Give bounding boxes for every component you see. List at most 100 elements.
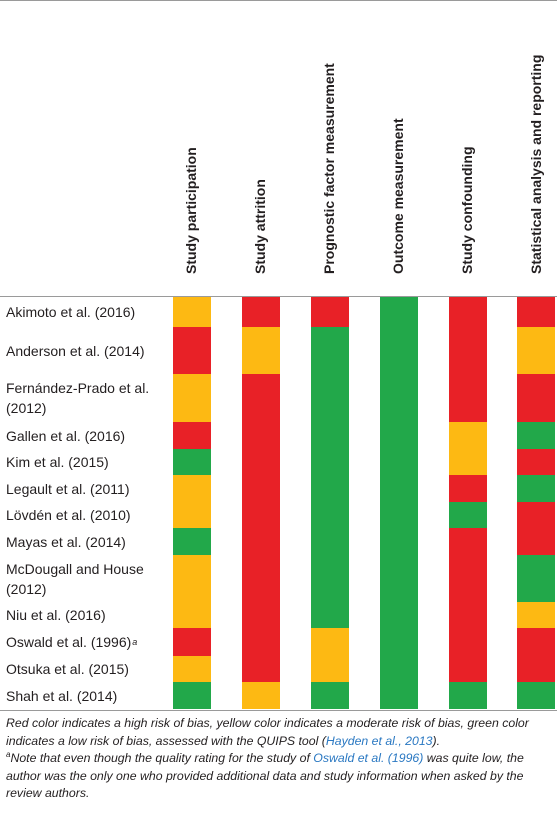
rating-cell-high (242, 422, 280, 449)
study-name-text: Niu et al. (2016) (6, 607, 106, 623)
rating-cell-low (517, 682, 555, 709)
rating-cell-low (449, 502, 487, 528)
rating-cell-high (242, 528, 280, 555)
study-name: Akimoto et al. (2016) (6, 297, 166, 327)
rating-cell-moderate (173, 555, 211, 602)
rating-cell-high (242, 475, 280, 502)
study-name-text: Shah et al. (2014) (6, 687, 118, 704)
rating-cell-low (311, 422, 349, 449)
rating-cell-moderate (242, 327, 280, 374)
citation-link[interactable]: Hayden et al., 2013 (325, 733, 433, 748)
caption-legend: Red color indicates a high risk of bias,… (6, 715, 554, 750)
rating-cell-moderate (173, 602, 211, 628)
study-name: Niu et al. (2016) (6, 602, 166, 628)
study-name: Lövdén et al. (2010) (6, 502, 166, 528)
study-name: Anderson et al. (2014) (6, 327, 166, 374)
column-header: Statistical analysis and reporting (521, 0, 551, 296)
rating-cell-high (449, 628, 487, 656)
rating-cell-high (449, 656, 487, 682)
rating-cell-low (311, 374, 349, 422)
rating-cell-low (311, 502, 349, 528)
study-name: McDougall and House (2012) (6, 555, 166, 602)
column-header: Outcome measurement (383, 0, 413, 296)
rating-cell-high (173, 422, 211, 449)
rating-cell-low (380, 422, 418, 449)
study-name-text: Lövdén et al. (2010) (6, 507, 131, 523)
study-name-text: Fernández-Prado et al. (2012) (6, 380, 150, 416)
rating-cell-high (449, 475, 487, 502)
rating-cell-low (311, 449, 349, 475)
table-top-rule (0, 0, 557, 1)
caption-footnote: aNote that even though the quality ratin… (6, 750, 554, 803)
rating-cell-high (517, 502, 555, 528)
study-name: Gallen et al. (2016) (6, 422, 166, 449)
rating-cell-low (173, 528, 211, 555)
column-header: Study participation (176, 0, 206, 296)
study-name-text: Anderson et al. (2014) (6, 342, 145, 359)
rating-cell-high (449, 528, 487, 555)
rating-cell-low (173, 449, 211, 475)
study-name-text: Akimoto et al. (2016) (6, 304, 136, 320)
rating-cell-low (380, 374, 418, 422)
rating-cell-moderate (311, 656, 349, 682)
column-header: Study attrition (245, 0, 275, 296)
rating-cell-low (380, 297, 418, 327)
rating-cell-low (380, 502, 418, 528)
column-header-label: Study attrition (252, 179, 268, 274)
column-header-label: Study confounding (459, 146, 475, 274)
rating-cell-moderate (173, 656, 211, 682)
rating-cell-high (449, 297, 487, 327)
column-header: Study confounding (452, 0, 482, 296)
rating-cell-low (380, 528, 418, 555)
rating-cell-low (380, 449, 418, 475)
rating-cell-high (311, 297, 349, 327)
study-name: Kim et al. (2015) (6, 449, 166, 475)
rating-cell-high (449, 555, 487, 602)
rating-cell-low (517, 422, 555, 449)
study-name: Legault et al. (2011) (6, 475, 166, 502)
rating-cell-low (173, 682, 211, 709)
rating-cell-moderate (173, 374, 211, 422)
study-name: Otsuka et al. (2015) (6, 656, 166, 682)
table-bottom-rule (0, 710, 557, 711)
rating-cell-low (380, 656, 418, 682)
rating-cell-high (517, 628, 555, 656)
study-name-text: Gallen et al. (2016) (6, 427, 126, 444)
rating-cell-high (517, 528, 555, 555)
rating-cell-high (242, 656, 280, 682)
rating-cell-moderate (173, 297, 211, 327)
caption-legend-text: Red color indicates a high risk of bias,… (6, 716, 529, 748)
rating-cell-moderate (173, 475, 211, 502)
footnote-text-end: was quite low, the author was the only o… (6, 751, 524, 800)
rating-cell-moderate (242, 682, 280, 709)
rating-cell-high (449, 374, 487, 422)
rating-cell-high (242, 374, 280, 422)
study-name-text: Mayas et al. (2014) (6, 533, 126, 550)
rating-cell-low (311, 602, 349, 628)
column-header: Prognostic factor measurement (314, 0, 344, 296)
rating-cell-low (449, 682, 487, 709)
rating-cell-high (173, 628, 211, 656)
study-name-text: McDougall and House (2012) (6, 560, 144, 597)
footnote-marker: a (6, 749, 11, 759)
rating-cell-high (242, 628, 280, 656)
rating-cell-high (449, 602, 487, 628)
study-name-text: Otsuka et al. (2015) (6, 661, 129, 677)
rating-cell-high (242, 555, 280, 602)
study-name-text: Legault et al. (2011) (6, 480, 130, 497)
rating-cell-moderate (517, 602, 555, 628)
rating-cell-low (380, 475, 418, 502)
rating-cell-low (517, 555, 555, 602)
rating-cell-high (517, 374, 555, 422)
footnote-text: Note that even though the quality rating… (10, 751, 314, 765)
rating-cell-low (380, 628, 418, 656)
rating-cell-low (311, 528, 349, 555)
rating-cell-low (380, 327, 418, 374)
caption-legend-end: ). (432, 733, 441, 748)
rating-cell-low (311, 682, 349, 709)
citation-link[interactable]: Oswald et al. (1996) (313, 751, 424, 765)
study-name: Mayas et al. (2014) (6, 528, 166, 555)
rating-cell-low (380, 682, 418, 709)
column-header-label: Study participation (183, 147, 199, 274)
rating-cell-low (380, 555, 418, 602)
